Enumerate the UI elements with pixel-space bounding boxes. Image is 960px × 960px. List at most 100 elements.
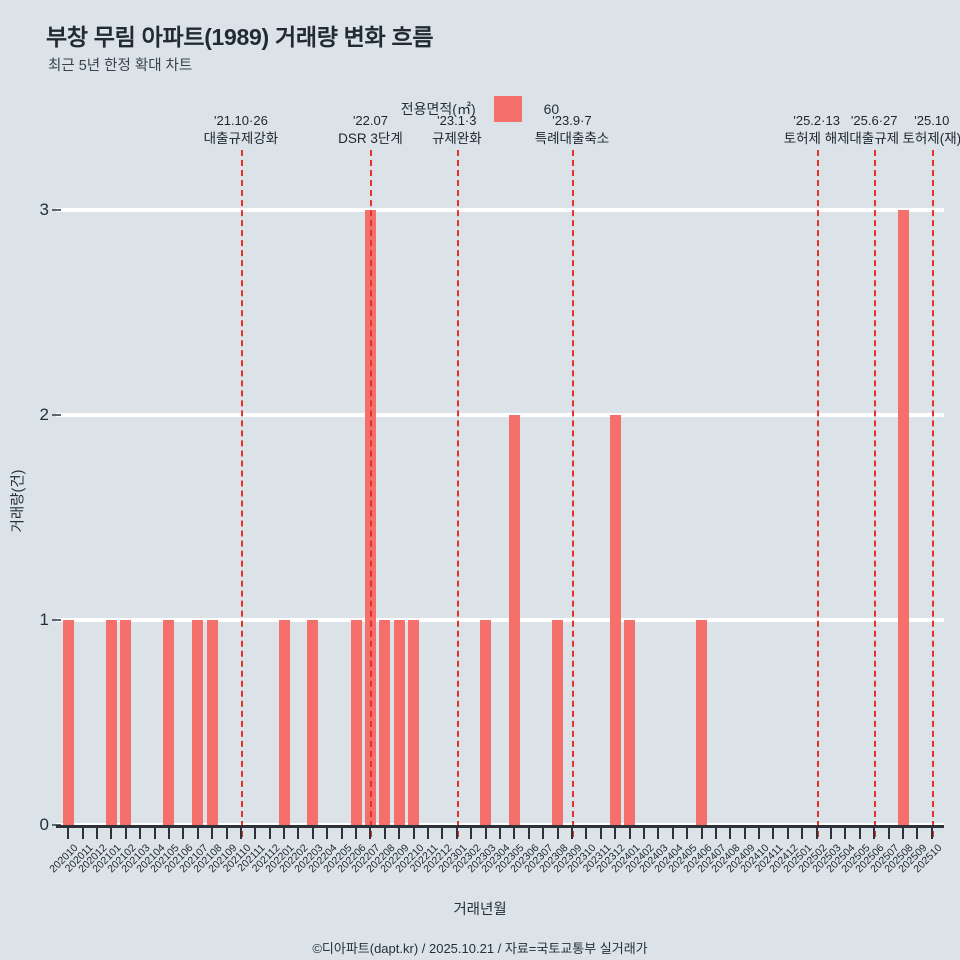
x-tick (81, 826, 84, 839)
bar[interactable] (192, 620, 204, 825)
event-text-2: 규제완화 (431, 131, 482, 146)
event-line-4 (816, 150, 819, 837)
bar[interactable] (350, 620, 362, 825)
x-tick (311, 826, 314, 839)
x-tick (642, 826, 645, 839)
x-tick (902, 826, 905, 839)
x-tick (887, 826, 890, 839)
x-tick (355, 826, 358, 839)
bar[interactable] (105, 620, 117, 825)
bar[interactable] (897, 210, 909, 825)
event-text-5: 대출규제 (849, 131, 900, 146)
x-tick (297, 826, 300, 839)
x-tick (570, 826, 573, 839)
x-tick (254, 826, 257, 839)
bar[interactable] (393, 620, 405, 825)
event-line-6 (931, 150, 934, 837)
bar[interactable] (609, 415, 621, 825)
x-tick (499, 826, 501, 839)
x-tick (628, 826, 631, 839)
legend-label-60: 60 (543, 101, 560, 117)
event-line-3 (571, 150, 574, 837)
event-line-5 (874, 150, 877, 837)
x-tick (383, 826, 386, 839)
x-tick (484, 826, 487, 839)
bar[interactable] (163, 620, 175, 825)
bar[interactable] (624, 620, 636, 825)
x-tick (139, 826, 142, 839)
x-axis-title: 거래년월 (453, 902, 507, 918)
x-tick (211, 826, 214, 839)
x-tick (743, 826, 746, 839)
bar[interactable] (206, 620, 218, 825)
y-tick-mark-1 (52, 619, 61, 621)
bar[interactable] (307, 620, 319, 825)
x-tick (772, 826, 775, 839)
x-tick (873, 826, 876, 839)
x-tick (340, 826, 343, 839)
x-tick (67, 826, 70, 839)
x-tick (455, 826, 458, 839)
x-tick (801, 826, 804, 839)
bar[interactable] (278, 620, 290, 825)
y-tick-label-1: 1 (39, 610, 49, 629)
bar[interactable] (480, 620, 492, 825)
x-tick (830, 826, 833, 839)
y-axis-title: 거래량(건) (10, 469, 27, 533)
x-tick (427, 826, 430, 839)
page-title: 부창 무림 아파트(1989) 거래량 변화 흐름 (46, 24, 434, 50)
x-tick (527, 826, 530, 839)
gridline-2 (56, 413, 944, 417)
x-tick (671, 826, 674, 839)
x-tick (916, 826, 919, 839)
x-tick (858, 826, 861, 839)
bar[interactable] (552, 620, 564, 825)
y-tick-mark-3 (52, 209, 61, 211)
x-tick (585, 826, 588, 839)
x-tick (513, 826, 516, 839)
x-tick (167, 826, 170, 839)
x-tick (441, 826, 444, 839)
y-tick-label-2: 2 (39, 405, 49, 424)
event-text-6: 토허제(재) (902, 131, 960, 146)
plot-body: 0 1 2 3'21.10·26 대출규제강화 '22.07 DSR 3단계 '23.1·3 규… (40, 113, 960, 837)
gridline-3 (56, 208, 944, 212)
x-tick (599, 826, 602, 839)
chart-legend: 전용면적(㎡) 60 (0, 96, 960, 122)
x-tick (686, 826, 689, 839)
event-line-2 (456, 150, 459, 837)
bar[interactable] (379, 620, 391, 825)
x-tick (326, 826, 329, 839)
legend-title: 전용면적(㎡) (400, 101, 476, 117)
bar[interactable] (408, 620, 420, 825)
y-tick-mark-2 (52, 414, 61, 416)
x-tick (786, 826, 789, 839)
x-tick (614, 826, 617, 839)
x-tick (196, 826, 199, 839)
x-tick (930, 826, 933, 839)
y-tick-label-0: 0 (39, 815, 49, 834)
x-tick (542, 826, 545, 839)
x-tick (95, 826, 98, 839)
x-tick (110, 826, 113, 839)
bar[interactable] (62, 620, 74, 825)
y-tick-label-3: 3 (39, 200, 49, 219)
x-tick (369, 826, 372, 839)
page-subtitle: 최근 5년 한정 확대 차트 (48, 58, 193, 74)
legend-swatch-60 (493, 96, 522, 122)
x-tick (153, 826, 156, 839)
x-tick (657, 826, 660, 839)
bar[interactable] (120, 620, 132, 825)
x-tick (556, 826, 559, 839)
x-tick (268, 826, 271, 839)
event-line-1 (370, 150, 373, 837)
plot-area: 0 1 2 3'21.10·26 대출규제강화 '22.07 DSR 3단계 '23.1·3 규… (11, 113, 960, 875)
event-text-3: 특례대출축소 (534, 131, 610, 146)
event-text-4: 토허제 해제 (783, 131, 850, 146)
x-tick (844, 826, 847, 839)
bar[interactable] (696, 620, 707, 825)
bar[interactable] (508, 415, 520, 825)
x-tick (225, 826, 228, 839)
x-tick (815, 826, 818, 839)
